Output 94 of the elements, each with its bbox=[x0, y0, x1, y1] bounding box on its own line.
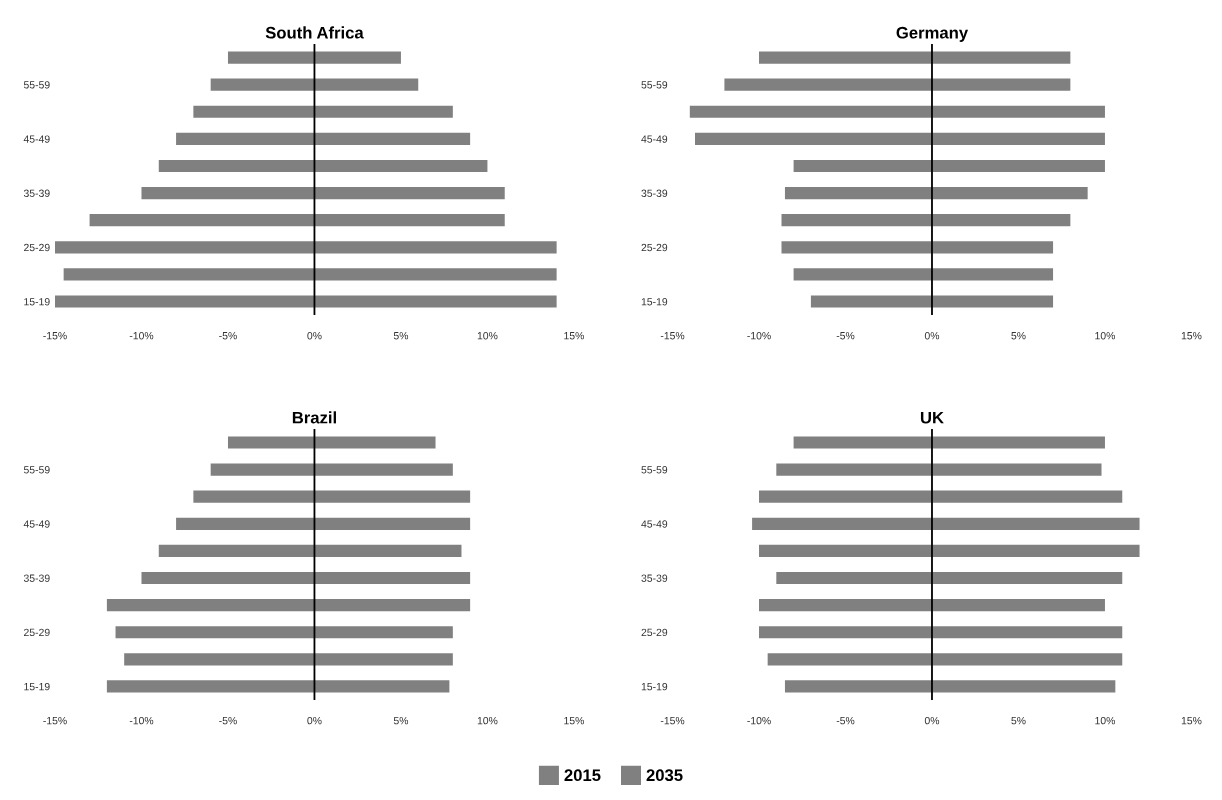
x-tick-label: 15% bbox=[564, 716, 584, 725]
bar bbox=[931, 571, 1123, 585]
x-tick-label: 10% bbox=[1095, 716, 1116, 725]
y-tick-label: 55-59 bbox=[641, 466, 668, 474]
bar bbox=[793, 436, 932, 449]
x-tick-label: -5% bbox=[836, 716, 855, 725]
x-tick-label: -15% bbox=[660, 332, 685, 340]
bar bbox=[793, 159, 932, 173]
bar bbox=[931, 186, 1088, 200]
x-tick-label: 10% bbox=[477, 332, 498, 340]
bar bbox=[759, 51, 932, 64]
bar bbox=[931, 159, 1105, 173]
y-tick-label: 15-19 bbox=[24, 298, 50, 306]
legend-label: 2015 bbox=[564, 769, 601, 782]
x-tick-label: -10% bbox=[747, 332, 771, 340]
y-tick-label: 45-49 bbox=[23, 135, 50, 143]
chart-title: South Africa bbox=[265, 26, 364, 39]
x-tick-label: 15% bbox=[1181, 716, 1202, 725]
x-tick-label: -10% bbox=[129, 332, 154, 340]
x-tick-label: -5% bbox=[219, 332, 237, 340]
bar bbox=[931, 463, 1102, 476]
y-tick-label: 25-29 bbox=[641, 243, 668, 252]
x-tick-label: -15% bbox=[43, 332, 67, 340]
bar bbox=[759, 490, 932, 503]
y-tick-label: 15-19 bbox=[641, 682, 668, 691]
bar bbox=[931, 51, 1071, 64]
bar bbox=[931, 436, 1105, 449]
bar bbox=[931, 653, 1123, 666]
x-tick-label: 0% bbox=[924, 332, 940, 340]
chart-title: Brazil bbox=[292, 411, 336, 424]
bar bbox=[931, 241, 1054, 254]
y-tick-label: 35-39 bbox=[23, 574, 50, 582]
bar bbox=[759, 599, 932, 612]
y-tick-label: 15-19 bbox=[641, 298, 668, 306]
y-tick-label: 45-49 bbox=[641, 520, 668, 528]
bar bbox=[781, 241, 932, 254]
bar bbox=[776, 571, 932, 585]
bar bbox=[931, 268, 1054, 281]
bar bbox=[759, 626, 932, 639]
bar bbox=[752, 517, 932, 530]
x-tick-label: 10% bbox=[1095, 332, 1116, 340]
y-tick-label: 45-49 bbox=[23, 520, 50, 528]
x-tick-label: 0% bbox=[307, 332, 322, 340]
y-tick-label: 15-19 bbox=[24, 682, 50, 691]
bar bbox=[931, 78, 1071, 91]
y-tick-label: 25-29 bbox=[24, 243, 50, 252]
y-tick-label: 55-59 bbox=[23, 466, 50, 474]
x-tick-label: 10% bbox=[477, 716, 498, 725]
legend-label: 2035 bbox=[646, 769, 683, 782]
bar bbox=[784, 680, 932, 693]
x-tick-label: 5% bbox=[1011, 332, 1026, 340]
bar bbox=[781, 214, 932, 227]
bar bbox=[931, 132, 1105, 145]
bar bbox=[695, 132, 932, 145]
bar bbox=[931, 517, 1140, 530]
x-tick-label: -10% bbox=[129, 716, 154, 725]
x-tick-label: 5% bbox=[1011, 716, 1026, 725]
y-tick-label: 45-49 bbox=[641, 135, 668, 143]
x-tick-label: -5% bbox=[219, 716, 237, 725]
bar bbox=[724, 78, 932, 91]
chart-title: Germany bbox=[896, 26, 969, 42]
x-tick-label: 15% bbox=[1181, 332, 1202, 340]
y-tick-label: 35-39 bbox=[641, 574, 668, 582]
y-tick-label: 55-59 bbox=[641, 81, 668, 89]
bar bbox=[689, 105, 932, 118]
y-tick-label: 25-29 bbox=[641, 628, 668, 637]
x-tick-label: 0% bbox=[307, 716, 322, 725]
bar bbox=[931, 490, 1123, 503]
bar bbox=[931, 105, 1105, 118]
bar bbox=[931, 626, 1123, 639]
bar bbox=[759, 544, 932, 558]
x-tick-label: -15% bbox=[43, 716, 67, 725]
x-tick-label: 15% bbox=[564, 332, 584, 340]
bar bbox=[931, 544, 1140, 558]
y-tick-label: 35-39 bbox=[23, 189, 50, 197]
y-tick-label: 55-59 bbox=[23, 81, 50, 89]
y-tick-label: 35-39 bbox=[641, 189, 668, 197]
bar bbox=[793, 268, 932, 281]
x-tick-label: -15% bbox=[660, 716, 685, 725]
x-tick-label: -5% bbox=[836, 332, 855, 340]
bar bbox=[931, 599, 1105, 612]
x-tick-label: 5% bbox=[393, 716, 409, 725]
bar bbox=[776, 463, 932, 476]
bar bbox=[810, 295, 932, 308]
bar bbox=[767, 653, 932, 666]
bar bbox=[931, 214, 1071, 227]
x-tick-label: -10% bbox=[747, 716, 771, 725]
bar bbox=[931, 295, 1054, 308]
chart-title: UK bbox=[920, 411, 944, 424]
x-tick-label: 5% bbox=[393, 332, 409, 340]
x-tick-label: 0% bbox=[924, 716, 940, 725]
y-tick-label: 25-29 bbox=[24, 628, 50, 637]
bar bbox=[931, 680, 1116, 693]
bar bbox=[784, 186, 932, 200]
